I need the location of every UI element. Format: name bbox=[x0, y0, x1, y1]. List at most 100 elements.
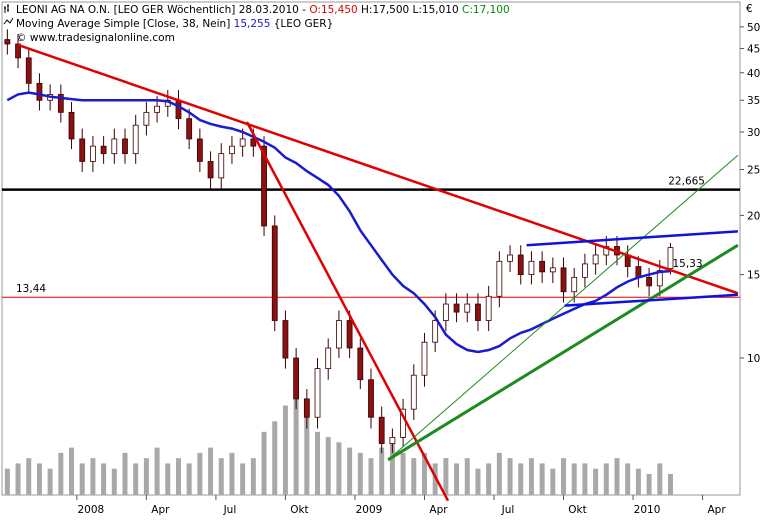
volume-bar bbox=[261, 431, 267, 495]
volume-bar bbox=[175, 458, 181, 495]
trendline bbox=[564, 293, 738, 307]
quote-open: O:15,450 bbox=[309, 4, 357, 16]
candle-body bbox=[667, 247, 674, 269]
volume-bar bbox=[240, 463, 246, 495]
volume-bar bbox=[197, 452, 203, 495]
level-label: 13,44 bbox=[16, 283, 46, 295]
candle-body bbox=[453, 303, 460, 313]
quote-close: C:17,100 bbox=[462, 4, 510, 16]
volume-bar bbox=[186, 463, 192, 495]
volume-bar bbox=[368, 458, 374, 495]
candle-body bbox=[560, 267, 567, 293]
candle-icon bbox=[4, 4, 9, 13]
trendline bbox=[17, 43, 739, 295]
y-tick-label: 50 bbox=[747, 22, 760, 34]
volume-bar bbox=[347, 447, 353, 495]
currency: € bbox=[746, 3, 753, 15]
legend-entry: Moving Average Simple [Close, 38, Nein] … bbox=[16, 18, 333, 30]
candle-body bbox=[111, 138, 118, 155]
candle-body bbox=[528, 260, 535, 276]
volume-bar bbox=[454, 463, 460, 495]
volume-bar bbox=[36, 463, 42, 495]
volume-bar bbox=[389, 437, 395, 495]
candle-body bbox=[261, 145, 267, 227]
candle-body bbox=[656, 270, 663, 287]
candle-body bbox=[175, 99, 182, 120]
y-tick-label: 40 bbox=[747, 68, 760, 80]
volume-bar bbox=[122, 452, 128, 495]
volume-bar bbox=[357, 452, 363, 495]
candle-body bbox=[571, 276, 578, 293]
candle-body bbox=[68, 111, 75, 140]
volume-bar bbox=[561, 458, 567, 495]
volume-bar bbox=[154, 447, 160, 495]
volume-bar bbox=[518, 463, 524, 495]
volume-bar bbox=[582, 463, 588, 495]
y-tick-label: 45 bbox=[747, 44, 760, 56]
candle-body bbox=[432, 320, 439, 343]
volume-bar bbox=[90, 458, 96, 495]
x-tick-label: Okt bbox=[290, 504, 308, 516]
candle-body bbox=[229, 145, 235, 155]
volume-bar bbox=[625, 463, 631, 495]
trendline bbox=[387, 154, 739, 461]
volume-bar bbox=[325, 437, 331, 495]
candle-body bbox=[410, 374, 417, 410]
volume-bar bbox=[143, 458, 149, 495]
trendline bbox=[526, 230, 738, 247]
x-tick-label: Apr bbox=[429, 504, 448, 516]
candle-body bbox=[303, 398, 310, 418]
candle-body bbox=[293, 357, 300, 400]
y-tick-label: 20 bbox=[747, 210, 760, 222]
candle-body bbox=[282, 320, 289, 359]
candle-body bbox=[143, 111, 150, 126]
candle-body bbox=[507, 254, 513, 262]
candle-body bbox=[25, 57, 32, 84]
copyright: © www.tradesignalonline.com bbox=[16, 32, 175, 44]
candle-body bbox=[57, 94, 64, 113]
volume-bar bbox=[421, 452, 427, 495]
volume-bar bbox=[26, 458, 32, 495]
x-tick-label: Jul bbox=[501, 504, 515, 516]
candle-body bbox=[646, 276, 652, 287]
candle-body bbox=[421, 341, 428, 376]
volume-bar bbox=[667, 473, 673, 495]
volume-bar bbox=[496, 452, 502, 495]
candle-body bbox=[154, 105, 160, 113]
candle-body bbox=[207, 161, 214, 179]
volume-bar bbox=[432, 463, 438, 495]
candle-body bbox=[464, 303, 471, 313]
title-text: LEONI AG NA O.N. [LEO GER Wöchentlich] 2… bbox=[16, 4, 306, 16]
volume-bar bbox=[464, 458, 470, 495]
volume-bar bbox=[272, 421, 278, 495]
candle-body bbox=[100, 145, 107, 155]
volume-bar bbox=[475, 468, 481, 495]
volume-bar bbox=[379, 447, 385, 495]
candle-body bbox=[549, 267, 556, 273]
candle-body bbox=[79, 138, 86, 162]
x-tick-label: 2010 bbox=[634, 504, 661, 516]
volume-bar bbox=[411, 458, 417, 495]
moving-average-line bbox=[6, 91, 671, 354]
volume-bar bbox=[571, 463, 577, 495]
volume-bar bbox=[507, 458, 513, 495]
legend-name: Moving Average Simple [Close, 38, Nein] bbox=[16, 18, 230, 30]
candle-body bbox=[336, 320, 342, 349]
volume-bar bbox=[229, 452, 235, 495]
candle-body bbox=[15, 43, 21, 59]
trendline bbox=[387, 243, 739, 462]
volume-bar bbox=[635, 468, 641, 495]
y-tick-label: 10 bbox=[747, 353, 760, 365]
candle-body bbox=[325, 347, 332, 369]
x-tick-label: Jul bbox=[223, 504, 237, 516]
candle-body bbox=[378, 416, 385, 444]
x-tick-label: 2008 bbox=[78, 504, 105, 516]
volume-bar bbox=[250, 458, 256, 495]
volume-bar bbox=[47, 468, 53, 495]
volume-bar bbox=[550, 468, 556, 495]
volume-bar bbox=[539, 463, 545, 495]
legend-source: {LEO GER} bbox=[274, 18, 334, 30]
legend-value: 15,255 bbox=[234, 18, 271, 30]
candle-body bbox=[271, 225, 278, 321]
